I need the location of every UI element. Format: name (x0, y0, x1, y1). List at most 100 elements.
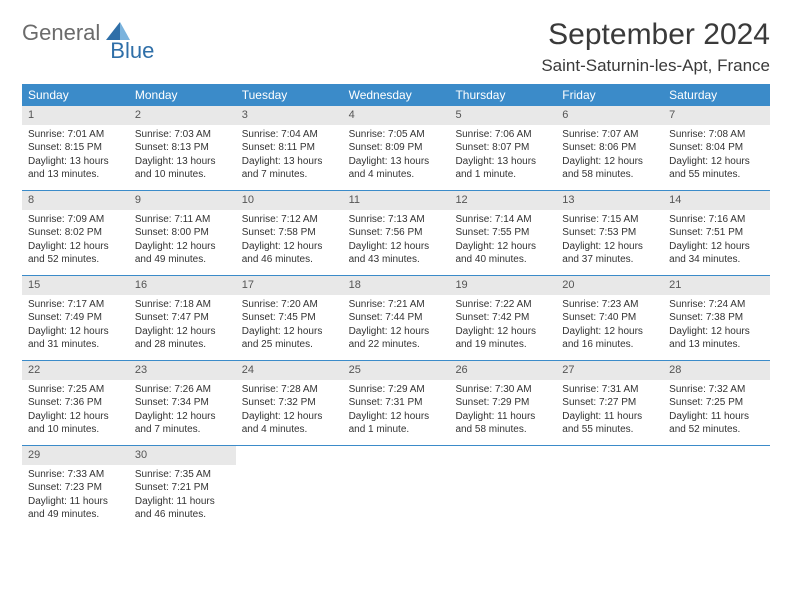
sunset-text: Sunset: 7:38 PM (669, 311, 764, 325)
sunset-text: Sunset: 7:47 PM (135, 311, 230, 325)
sunrise-text: Sunrise: 7:20 AM (242, 298, 337, 312)
daylight-line2: and 49 minutes. (135, 253, 230, 267)
day-cell: 19Sunrise: 7:22 AMSunset: 7:42 PMDayligh… (449, 276, 556, 360)
daylight-line1: Daylight: 12 hours (455, 240, 550, 254)
daylight-line2: and 49 minutes. (28, 508, 123, 522)
sunrise-text: Sunrise: 7:28 AM (242, 383, 337, 397)
sunrise-text: Sunrise: 7:23 AM (562, 298, 657, 312)
day-body: Sunrise: 7:20 AMSunset: 7:45 PMDaylight:… (236, 295, 343, 358)
sunset-text: Sunset: 8:07 PM (455, 141, 550, 155)
day-number: 19 (449, 276, 556, 295)
day-body: Sunrise: 7:03 AMSunset: 8:13 PMDaylight:… (129, 125, 236, 188)
sunrise-text: Sunrise: 7:33 AM (28, 468, 123, 482)
daylight-line2: and 43 minutes. (349, 253, 444, 267)
day-cell: 13Sunrise: 7:15 AMSunset: 7:53 PMDayligh… (556, 191, 663, 275)
day-cell: 8Sunrise: 7:09 AMSunset: 8:02 PMDaylight… (22, 191, 129, 275)
day-body: Sunrise: 7:21 AMSunset: 7:44 PMDaylight:… (343, 295, 450, 358)
day-body: Sunrise: 7:23 AMSunset: 7:40 PMDaylight:… (556, 295, 663, 358)
daylight-line2: and 4 minutes. (242, 423, 337, 437)
sunrise-text: Sunrise: 7:35 AM (135, 468, 230, 482)
day-cell: 22Sunrise: 7:25 AMSunset: 7:36 PMDayligh… (22, 361, 129, 445)
daylight-line1: Daylight: 12 hours (242, 325, 337, 339)
daylight-line2: and 46 minutes. (242, 253, 337, 267)
day-body: Sunrise: 7:09 AMSunset: 8:02 PMDaylight:… (22, 210, 129, 273)
daylight-line1: Daylight: 13 hours (455, 155, 550, 169)
day-number: 30 (129, 446, 236, 465)
day-body: Sunrise: 7:04 AMSunset: 8:11 PMDaylight:… (236, 125, 343, 188)
day-number: 15 (22, 276, 129, 295)
sunrise-text: Sunrise: 7:22 AM (455, 298, 550, 312)
daylight-line1: Daylight: 12 hours (135, 410, 230, 424)
sunrise-text: Sunrise: 7:30 AM (455, 383, 550, 397)
sunrise-text: Sunrise: 7:29 AM (349, 383, 444, 397)
day-number: 28 (663, 361, 770, 380)
sunset-text: Sunset: 7:23 PM (28, 481, 123, 495)
sunset-text: Sunset: 7:25 PM (669, 396, 764, 410)
day-cell: 1Sunrise: 7:01 AMSunset: 8:15 PMDaylight… (22, 106, 129, 190)
daylight-line2: and 10 minutes. (135, 168, 230, 182)
day-cell (556, 446, 663, 530)
day-cell: 29Sunrise: 7:33 AMSunset: 7:23 PMDayligh… (22, 446, 129, 530)
day-number: 9 (129, 191, 236, 210)
day-body: Sunrise: 7:28 AMSunset: 7:32 PMDaylight:… (236, 380, 343, 443)
daylight-line2: and 1 minute. (455, 168, 550, 182)
daylight-line1: Daylight: 13 hours (242, 155, 337, 169)
day-cell: 25Sunrise: 7:29 AMSunset: 7:31 PMDayligh… (343, 361, 450, 445)
day-body: Sunrise: 7:13 AMSunset: 7:56 PMDaylight:… (343, 210, 450, 273)
day-body: Sunrise: 7:01 AMSunset: 8:15 PMDaylight:… (22, 125, 129, 188)
daylight-line2: and 7 minutes. (135, 423, 230, 437)
weekday-header: Tuesday (236, 84, 343, 106)
day-body: Sunrise: 7:29 AMSunset: 7:31 PMDaylight:… (343, 380, 450, 443)
week-row: 1Sunrise: 7:01 AMSunset: 8:15 PMDaylight… (22, 106, 770, 190)
daylight-line2: and 16 minutes. (562, 338, 657, 352)
daylight-line2: and 52 minutes. (28, 253, 123, 267)
day-number: 26 (449, 361, 556, 380)
weekday-header-row: Sunday Monday Tuesday Wednesday Thursday… (22, 84, 770, 106)
sunrise-text: Sunrise: 7:18 AM (135, 298, 230, 312)
daylight-line1: Daylight: 12 hours (349, 410, 444, 424)
day-number: 11 (343, 191, 450, 210)
sunrise-text: Sunrise: 7:26 AM (135, 383, 230, 397)
week-row: 15Sunrise: 7:17 AMSunset: 7:49 PMDayligh… (22, 275, 770, 360)
day-cell: 17Sunrise: 7:20 AMSunset: 7:45 PMDayligh… (236, 276, 343, 360)
daylight-line1: Daylight: 12 hours (669, 240, 764, 254)
day-cell: 9Sunrise: 7:11 AMSunset: 8:00 PMDaylight… (129, 191, 236, 275)
sunrise-text: Sunrise: 7:08 AM (669, 128, 764, 142)
daylight-line2: and 10 minutes. (28, 423, 123, 437)
day-body: Sunrise: 7:14 AMSunset: 7:55 PMDaylight:… (449, 210, 556, 273)
day-cell: 10Sunrise: 7:12 AMSunset: 7:58 PMDayligh… (236, 191, 343, 275)
brand-part2: Blue (110, 38, 154, 64)
daylight-line1: Daylight: 13 hours (349, 155, 444, 169)
sunset-text: Sunset: 8:11 PM (242, 141, 337, 155)
day-number: 1 (22, 106, 129, 125)
sunset-text: Sunset: 8:13 PM (135, 141, 230, 155)
daylight-line2: and 31 minutes. (28, 338, 123, 352)
daylight-line1: Daylight: 13 hours (28, 155, 123, 169)
sunset-text: Sunset: 7:42 PM (455, 311, 550, 325)
location: Saint-Saturnin-les-Apt, France (541, 56, 770, 76)
daylight-line1: Daylight: 12 hours (562, 240, 657, 254)
weekday-header: Sunday (22, 84, 129, 106)
day-cell: 26Sunrise: 7:30 AMSunset: 7:29 PMDayligh… (449, 361, 556, 445)
sunrise-text: Sunrise: 7:07 AM (562, 128, 657, 142)
sunrise-text: Sunrise: 7:21 AM (349, 298, 444, 312)
daylight-line1: Daylight: 12 hours (28, 240, 123, 254)
day-number: 12 (449, 191, 556, 210)
sunrise-text: Sunrise: 7:04 AM (242, 128, 337, 142)
day-body: Sunrise: 7:16 AMSunset: 7:51 PMDaylight:… (663, 210, 770, 273)
brand-part1: General (22, 20, 100, 46)
day-number: 20 (556, 276, 663, 295)
calendar: Sunday Monday Tuesday Wednesday Thursday… (22, 84, 770, 530)
daylight-line1: Daylight: 12 hours (135, 325, 230, 339)
sunrise-text: Sunrise: 7:11 AM (135, 213, 230, 227)
day-cell: 23Sunrise: 7:26 AMSunset: 7:34 PMDayligh… (129, 361, 236, 445)
sunset-text: Sunset: 7:56 PM (349, 226, 444, 240)
day-cell: 15Sunrise: 7:17 AMSunset: 7:49 PMDayligh… (22, 276, 129, 360)
sunrise-text: Sunrise: 7:05 AM (349, 128, 444, 142)
daylight-line2: and 7 minutes. (242, 168, 337, 182)
sunset-text: Sunset: 8:02 PM (28, 226, 123, 240)
day-number: 25 (343, 361, 450, 380)
daylight-line1: Daylight: 11 hours (135, 495, 230, 509)
weekday-header: Saturday (663, 84, 770, 106)
sunset-text: Sunset: 7:40 PM (562, 311, 657, 325)
